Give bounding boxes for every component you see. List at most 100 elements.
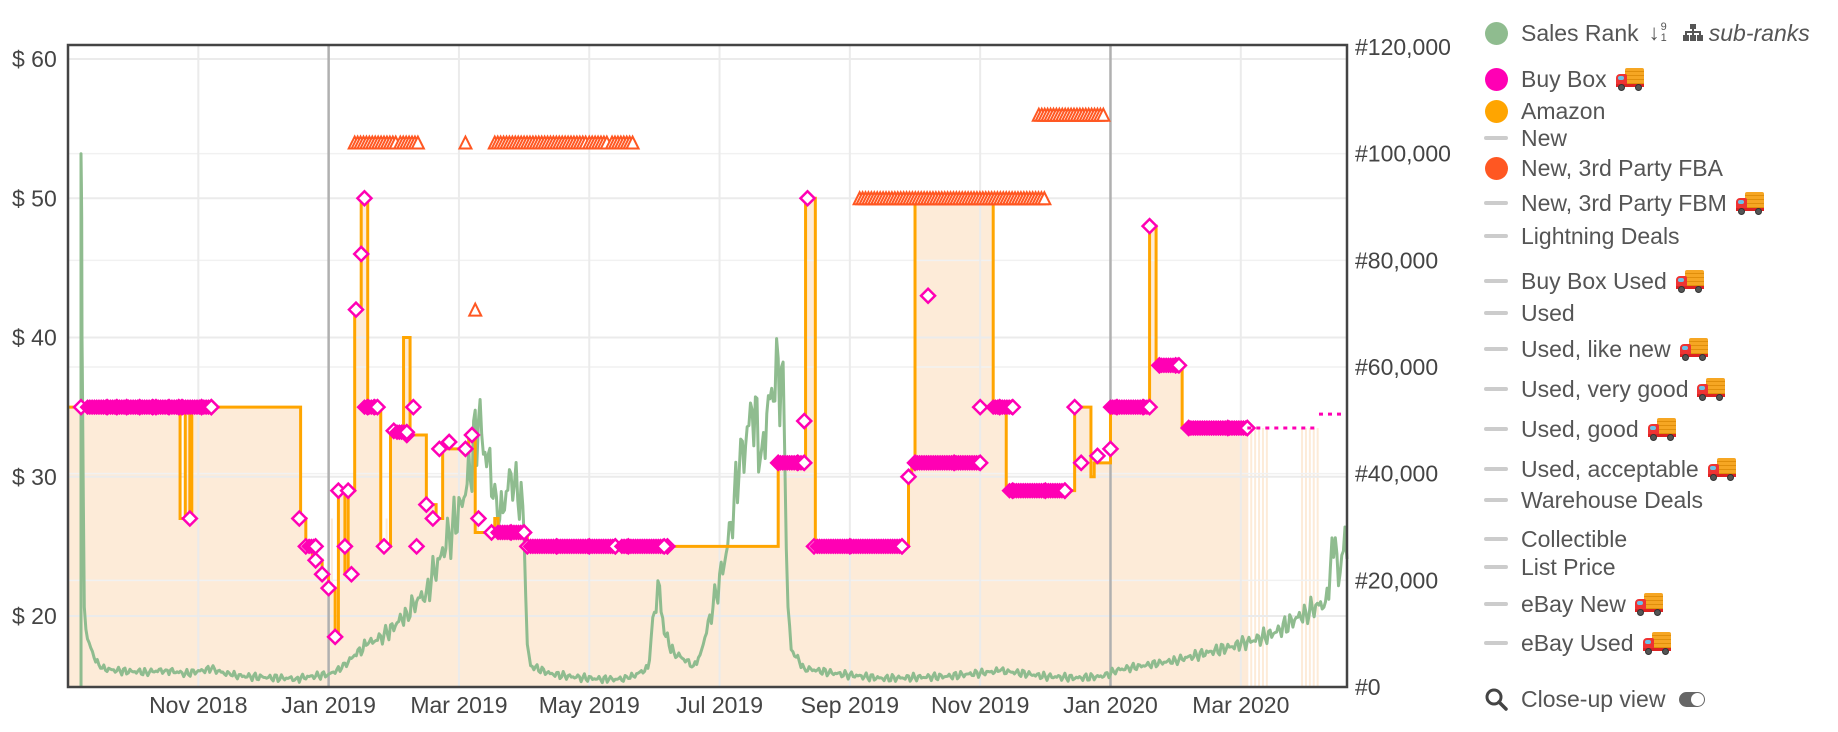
legend-dot-icon bbox=[1484, 99, 1508, 123]
buy-box-diamond bbox=[795, 412, 814, 430]
legend-item-used-good[interactable]: Used, good bbox=[1484, 415, 1677, 443]
x-axis-tick: Mar 2019 bbox=[410, 692, 507, 718]
legend-label: Buy Box Used bbox=[1521, 267, 1667, 294]
right-axis-tick: #20,000 bbox=[1355, 567, 1438, 593]
legend-dash-icon bbox=[1484, 224, 1508, 248]
sales-rank-path bbox=[79, 152, 1349, 688]
grid-lines bbox=[68, 45, 1347, 687]
legend-item-buy-box[interactable]: Buy Box bbox=[1484, 65, 1645, 93]
buy-box-diamond bbox=[313, 565, 331, 583]
buy-box-diamond bbox=[326, 628, 344, 646]
legend-dash-icon bbox=[1484, 269, 1508, 293]
legend-label: Used bbox=[1521, 299, 1575, 326]
legend-item-new-3rd-party-fbm[interactable]: New, 3rd Party FBM bbox=[1484, 189, 1765, 217]
legend-dash-icon bbox=[1484, 488, 1508, 512]
legend-item-used-like-new[interactable]: Used, like new bbox=[1484, 335, 1709, 363]
buy-box-diamond bbox=[1101, 440, 1120, 458]
buy-box-diamond bbox=[893, 537, 911, 556]
legend-item-amazon[interactable]: Amazon bbox=[1484, 97, 1605, 125]
legend-item-ebay-used[interactable]: eBay Used bbox=[1484, 629, 1672, 657]
legend-dash-icon bbox=[1484, 126, 1508, 150]
truck-icon bbox=[1707, 457, 1737, 481]
buy-box-diamond bbox=[1003, 398, 1022, 416]
legend-item-buy-box-used[interactable]: Buy Box Used bbox=[1484, 267, 1705, 295]
magnifier-icon bbox=[1484, 687, 1508, 711]
buy-box-diamond bbox=[515, 523, 533, 542]
legend-label: Warehouse Deals bbox=[1521, 486, 1703, 513]
legend-dot-icon bbox=[1484, 156, 1508, 180]
buy-box-diamond bbox=[1072, 454, 1090, 472]
fba-triangle bbox=[624, 134, 641, 150]
closeup-switch[interactable] bbox=[1679, 691, 1706, 707]
left-axis-tick: $ 50 bbox=[12, 185, 57, 211]
legend-label: New, 3rd Party FBM bbox=[1521, 189, 1727, 216]
buy-box-diamond-markers bbox=[72, 189, 1347, 646]
legend-item-new-3rd-party-fba[interactable]: New, 3rd Party FBA bbox=[1484, 154, 1723, 182]
buy-box-diamond bbox=[398, 423, 416, 441]
buy-box-diamond bbox=[306, 537, 325, 556]
legend-label: Buy Box bbox=[1521, 65, 1607, 92]
buy-box-diamond bbox=[440, 433, 458, 451]
legend-item-used-acceptable[interactable]: Used, acceptable bbox=[1484, 455, 1737, 483]
buy-box-diamond bbox=[1170, 356, 1188, 375]
legend-item-used[interactable]: Used bbox=[1484, 299, 1575, 327]
legend-dash-icon bbox=[1484, 457, 1508, 481]
legend-label: Lightning Deals bbox=[1521, 222, 1680, 249]
right-axis-tick: #0 bbox=[1355, 674, 1381, 700]
legend-dash-icon bbox=[1484, 301, 1508, 325]
buy-box-diamond bbox=[290, 509, 309, 528]
sitemap-icon bbox=[1682, 24, 1703, 41]
buy-box-diamond bbox=[795, 454, 814, 472]
legend-item-warehouse-deals[interactable]: Warehouse Deals bbox=[1484, 486, 1703, 514]
amazon-fill-area bbox=[68, 198, 1248, 687]
legend-dash-icon bbox=[1484, 527, 1508, 551]
buy-box-diamond bbox=[430, 440, 449, 458]
buy-box-diamond bbox=[1238, 419, 1257, 437]
x-axis-tick: Jan 2019 bbox=[281, 692, 376, 718]
buy-box-diamond bbox=[1140, 398, 1159, 416]
right-axis-tick: #100,000 bbox=[1355, 141, 1451, 167]
legend-label: List Price bbox=[1521, 553, 1616, 580]
truck-icon bbox=[1675, 269, 1705, 293]
legend-label: Collectible bbox=[1521, 525, 1628, 552]
legend-item-collectible[interactable]: Collectible bbox=[1484, 525, 1627, 553]
x-axis-tick: Mar 2020 bbox=[1192, 692, 1289, 718]
buy-box-diamond bbox=[404, 398, 423, 416]
buy-box-diamond bbox=[336, 537, 354, 556]
legend-label: New, 3rd Party FBA bbox=[1521, 154, 1723, 181]
buy-box-diamond bbox=[424, 509, 442, 528]
x-axis-tick: Jul 2019 bbox=[676, 692, 763, 718]
fba-triangle bbox=[467, 301, 483, 317]
price-history-chart[interactable]: $ 20 $ 30 $ 40 $ 50 $ 60 #0 #20,000 #40,000 #60… bbox=[0, 0, 1480, 732]
left-axis-tick: $ 60 bbox=[12, 46, 57, 72]
buy-box-diamond bbox=[919, 286, 937, 305]
right-axis-tick: #120,000 bbox=[1355, 34, 1451, 60]
buy-box-diamond bbox=[355, 189, 374, 208]
legend-dot-icon bbox=[1484, 21, 1508, 45]
left-axis-tick: $ 20 bbox=[12, 603, 57, 629]
legend-item-lightning-deals[interactable]: Lightning Deals bbox=[1484, 222, 1680, 250]
buy-box-diamond bbox=[655, 537, 673, 556]
buy-box-diamond bbox=[469, 509, 488, 528]
legend-item-ebay-new[interactable]: eBay New bbox=[1484, 590, 1664, 618]
x-axis-tick: Nov 2018 bbox=[149, 692, 247, 718]
legend-item-used-very-good[interactable]: Used, very good bbox=[1484, 375, 1726, 403]
buy-box-diamond bbox=[899, 467, 918, 486]
buy-box-diamond bbox=[202, 398, 221, 416]
legend-dot-icon bbox=[1484, 67, 1508, 91]
truck-icon bbox=[1679, 337, 1709, 361]
amazon-price-fill bbox=[68, 198, 1319, 687]
legend-item-list-price[interactable]: List Price bbox=[1484, 553, 1616, 581]
fba-triangle bbox=[457, 134, 474, 150]
buy-box-diamond bbox=[368, 398, 387, 416]
right-axis-tick: #80,000 bbox=[1355, 247, 1438, 273]
fba-triangle bbox=[1036, 190, 1052, 206]
sub-ranks-toggle[interactable]: sub-ranks bbox=[1682, 20, 1810, 47]
buy-box-diamond bbox=[342, 565, 361, 583]
truck-icon bbox=[1615, 67, 1645, 91]
legend-item-sales-rank[interactable]: Sales Rank ↓ 9 1 sub-ranks bbox=[1484, 19, 1810, 47]
closeup-view-toggle[interactable]: Close-up view bbox=[1484, 685, 1706, 713]
sort-rank-icon[interactable]: ↓ 9 1 bbox=[1648, 20, 1667, 45]
legend-item-new[interactable]: New bbox=[1484, 124, 1567, 152]
sales-rank-line bbox=[79, 152, 1349, 688]
